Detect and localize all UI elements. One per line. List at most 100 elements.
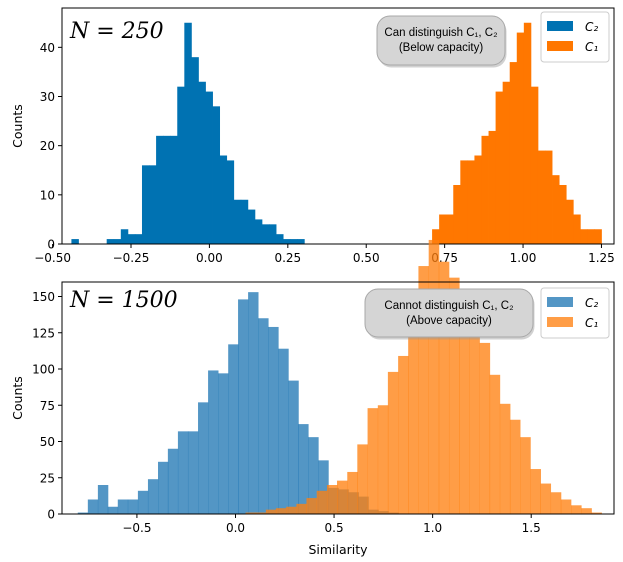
series-c1-bars [245, 239, 602, 514]
histogram-bar [163, 135, 171, 244]
histogram-bar [127, 234, 136, 244]
histogram-bar [158, 461, 169, 514]
histogram-bar [191, 57, 199, 244]
histogram-bar [238, 299, 249, 514]
histogram-bar [255, 512, 267, 514]
histogram-panel-2: −0.5 0.0 0.5 1.0 1.5 0 25 50 75 100 125 150 Counts Si… [10, 239, 615, 557]
histogram-bar [581, 508, 592, 514]
histogram-bar [212, 106, 221, 244]
series-c2-bars [71, 22, 305, 244]
y-axis-label: Counts [10, 376, 25, 420]
histogram-bar [297, 239, 305, 244]
y-tick-label: 20 [40, 139, 55, 153]
histogram-bar [233, 199, 242, 244]
histogram-bar [117, 499, 129, 514]
y-tick-label: 0 [47, 238, 55, 252]
y-tick-label: 150 [32, 290, 55, 304]
histogram-bar [316, 490, 328, 514]
y-tick-label: 25 [40, 471, 55, 485]
histogram-bar [509, 419, 521, 514]
histogram-bar [147, 479, 159, 514]
histogram-bar [537, 150, 546, 244]
legend-swatch-c2 [547, 297, 573, 307]
x-tick-label: 1.25 [588, 251, 615, 265]
legend-label-c2: C₂ [585, 296, 598, 310]
histogram-bar [283, 239, 291, 244]
histogram-bar [571, 505, 582, 514]
histogram-bar [347, 471, 358, 514]
histogram-bar [446, 214, 454, 244]
histogram-bar [387, 371, 399, 514]
histogram-bar [594, 229, 602, 244]
histogram-bar [523, 22, 532, 244]
histogram-bar [205, 91, 213, 244]
histogram-panel-1: −0.50 −0.25 0.00 0.25 0.50 0.75 1.00 1.25010203… [10, 7, 615, 265]
histogram-bar [134, 234, 143, 244]
legend-box [540, 11, 610, 63]
histogram-bar [573, 214, 581, 244]
histogram-bar [97, 485, 109, 514]
histogram-bar [509, 62, 518, 244]
histogram-bar [495, 91, 504, 244]
histogram-bar [156, 135, 164, 244]
histogram-bar [218, 373, 229, 514]
y-axis-label: Counts [10, 104, 25, 148]
y-tick-label: 30 [40, 90, 55, 104]
histogram-bar [367, 408, 379, 514]
legend-swatch-c1 [547, 41, 573, 51]
histogram-bar [453, 185, 461, 244]
histogram-bar [187, 431, 199, 514]
histogram-bar [516, 32, 525, 244]
annotation-box [364, 288, 534, 338]
histogram-bar [275, 508, 287, 514]
histogram-bar [559, 185, 567, 244]
annotation-line-2: (Below capacity) [399, 42, 484, 54]
histogram-bar [127, 499, 139, 514]
x-tick-label: 1.5 [522, 521, 541, 535]
histogram-bar [219, 155, 228, 244]
histogram-bar [326, 485, 338, 514]
capacity-annotation: Cannot distinguish C₁, C₂ (Above capacity… [364, 288, 535, 340]
x-tick-label: −0.5 [122, 521, 151, 535]
histogram-bar [357, 444, 368, 514]
histogram-bar [170, 135, 178, 244]
histogram-bar [488, 130, 497, 244]
histogram-bar [499, 403, 511, 514]
histogram-bar [288, 380, 299, 514]
histogram-bar [520, 437, 531, 514]
histogram-bar [226, 160, 235, 244]
legend-label-c2: C₂ [585, 20, 598, 34]
histogram-bar [298, 424, 309, 514]
histogram-bar [398, 355, 409, 514]
histogram-bar [438, 261, 450, 514]
histogram-bar [276, 234, 284, 244]
histogram-bar [489, 374, 501, 514]
histogram-bar [479, 342, 491, 514]
histogram-bar [550, 492, 562, 514]
x-tick-label: 1.00 [510, 251, 537, 265]
x-tick-label: 0.0 [226, 521, 245, 535]
histogram-bar [318, 460, 329, 514]
histogram-bar [418, 266, 429, 514]
x-tick-label: 1.0 [423, 521, 442, 535]
histogram-bar [184, 22, 192, 244]
x-tick-label: 0.50 [353, 251, 380, 265]
histogram-bar [432, 229, 440, 244]
histogram-bar [167, 448, 179, 514]
histogram-bar [113, 239, 122, 244]
histogram-bar [459, 321, 470, 514]
annotation-line-2: (Above capacity) [406, 315, 492, 327]
histogram-bar [268, 326, 279, 514]
x-tick-label: 0.25 [274, 251, 301, 265]
histogram-bar [87, 499, 99, 514]
histogram-bar [306, 498, 318, 514]
axes-frame [61, 281, 615, 515]
axes-frame [61, 7, 615, 245]
legend-label-c1: C₁ [585, 40, 598, 54]
x-axis-label: Similarity [308, 542, 368, 557]
histogram-bar [247, 209, 256, 244]
legend: C₂ C₁ [540, 11, 610, 63]
y-tick-label: 125 [32, 326, 55, 340]
histogram-bar [530, 469, 541, 514]
